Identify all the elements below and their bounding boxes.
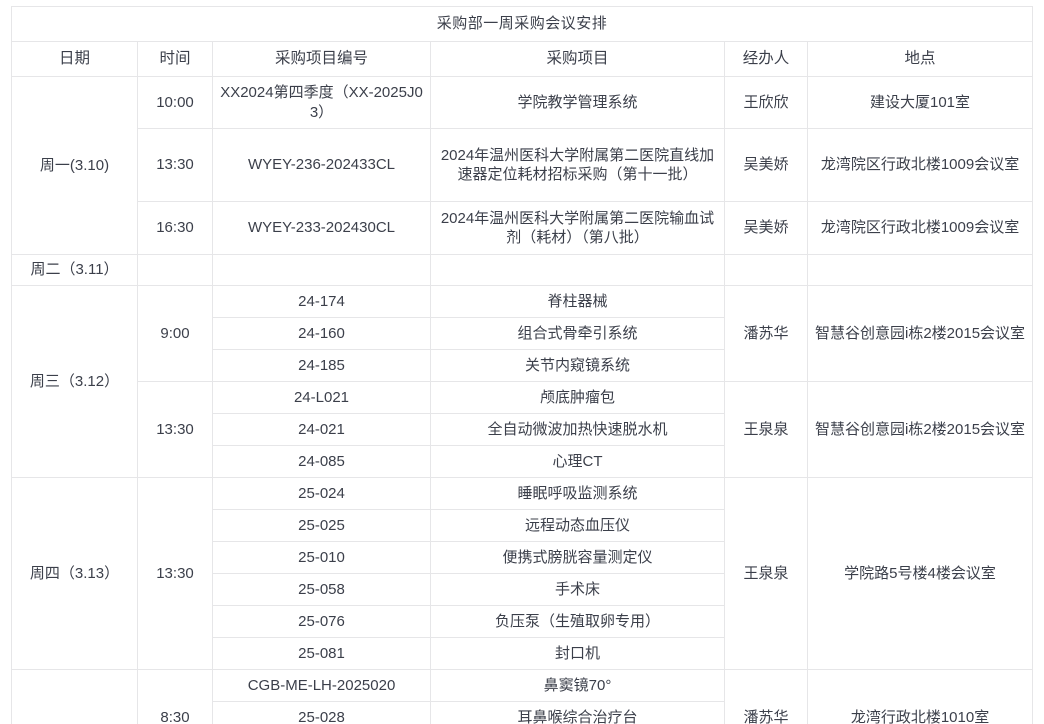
cell-project-code: 25-025 — [212, 509, 431, 542]
cell-location: 建设大厦101室 — [806, 76, 1034, 129]
procurement-schedule-table: 采购部一周采购会议安排 日期 时间 采购项目编号 采购项目 经办人 地点 周一(… — [10, 6, 1034, 724]
cell-project-code — [212, 254, 431, 286]
table-row: 24-160 组合式骨牵引系统 — [12, 317, 1033, 350]
cell-project-code: 24-185 — [212, 349, 431, 382]
cell-location: 智慧谷创意园i栋2楼2015会议室 — [806, 381, 1034, 478]
table-row: 24-085 心理CT — [12, 445, 1033, 478]
cell-project-code: 24-160 — [212, 317, 431, 350]
cell-owner: 王泉泉 — [724, 477, 808, 670]
cell-project-name: 学院教学管理系统 — [430, 76, 725, 129]
cell-date-wednesday: 周三（3.12） — [11, 285, 138, 478]
column-header-time: 时间 — [137, 41, 213, 77]
cell-date-monday: 周一(3.10) — [11, 76, 138, 255]
cell-owner — [724, 254, 808, 286]
cell-time — [137, 254, 213, 286]
table-row: 周二（3.11） — [11, 254, 1034, 286]
cell-project-name: 全自动微波加热快速脱水机 — [430, 413, 725, 446]
table-row: 周三（3.12） 9:00 24-174 脊柱器械 潘苏华 智慧谷创意园i栋2楼… — [11, 285, 1034, 478]
cell-project-name: 颅底肿瘤包 — [430, 381, 725, 414]
cell-location: 学院路5号楼4楼会议室 — [806, 477, 1034, 670]
column-header-project-code: 采购项目编号 — [212, 41, 431, 77]
cell-date-tuesday: 周二（3.11） — [11, 254, 138, 286]
cell-time: 9:00 — [137, 285, 213, 382]
cell-time: 13:30 — [137, 128, 213, 202]
cell-owner: 吴美娇 — [724, 128, 808, 202]
column-header-project-name: 采购项目 — [430, 41, 725, 77]
cell-location: 智慧谷创意园i栋2楼2015会议室 — [806, 285, 1034, 382]
cell-owner: 潘苏华 — [724, 669, 808, 724]
table-row: 13:30 WYEY-236-202433CL 2024年温州医科大学附属第二医… — [12, 128, 1034, 202]
cell-project-name — [430, 254, 725, 286]
cell-project-name: 2024年温州医科大学附属第二医院输血试剂（耗材）（第八批） — [430, 201, 725, 255]
cell-project-name: 关节内窥镜系统 — [430, 349, 725, 382]
cell-project-code: 25-024 — [212, 477, 431, 510]
cell-date-friday: 周五（3.14） — [11, 669, 138, 724]
column-header-location: 地点 — [806, 41, 1034, 77]
cell-owner: 潘苏华 — [724, 285, 808, 382]
cell-date-thursday: 周四（3.13） — [11, 477, 138, 670]
cell-location: 龙湾院区行政北楼1009会议室 — [806, 128, 1034, 202]
page-title: 采购部一周采购会议安排 — [10, 6, 1034, 42]
cell-project-name: 手术床 — [430, 573, 725, 606]
cell-project-name: 封口机 — [430, 637, 725, 670]
table-title-row: 采购部一周采购会议安排 — [10, 6, 1034, 42]
cell-time: 13:30 — [137, 477, 213, 670]
table-row: 24-021 全自动微波加热快速脱水机 — [12, 413, 1033, 446]
cell-time: 10:00 — [137, 76, 213, 129]
table-row: 24-185 关节内窥镜系统 — [12, 349, 1033, 382]
cell-project-name: 远程动态血压仪 — [430, 509, 725, 542]
cell-project-name: 鼻窦镜70° — [430, 669, 725, 702]
cell-project-code: 25-081 — [212, 637, 431, 670]
cell-time: 8:30 — [137, 669, 213, 724]
cell-project-code: 24-085 — [212, 445, 431, 478]
table-header-row: 日期 时间 采购项目编号 采购项目 经办人 地点 — [11, 41, 1034, 77]
cell-project-name: 脊柱器械 — [430, 285, 725, 318]
cell-project-code: 24-L021 — [212, 381, 431, 414]
cell-location: 龙湾行政北楼1010室 — [806, 669, 1034, 724]
table-row: 周五（3.14） 8:30 CGB-ME-LH-2025020 鼻窦镜70° 潘… — [11, 669, 1034, 724]
cell-project-code: 25-028 — [212, 701, 431, 724]
cell-project-name: 负压泵（生殖取卵专用） — [430, 605, 725, 638]
cell-owner: 王欣欣 — [724, 76, 808, 129]
cell-project-code: XX2024第四季度（XX-2025J03） — [212, 76, 431, 129]
cell-time: 16:30 — [137, 201, 213, 255]
cell-project-name: 心理CT — [430, 445, 725, 478]
cell-owner: 吴美娇 — [724, 201, 808, 255]
cell-time: 13:30 — [137, 381, 213, 478]
column-header-owner: 经办人 — [724, 41, 808, 77]
cell-project-code: 24-174 — [212, 285, 431, 318]
cell-project-name: 2024年温州医科大学附属第二医院直线加速器定位耗材招标采购（第十一批） — [430, 128, 725, 202]
cell-project-name: 便携式膀胱容量测定仪 — [430, 541, 725, 574]
cell-project-code: 25-076 — [212, 605, 431, 638]
cell-location — [806, 254, 1034, 286]
table-row: 25-028 耳鼻喉综合治疗台 — [12, 701, 1033, 724]
cell-project-name: 睡眠呼吸监测系统 — [430, 477, 725, 510]
cell-location: 龙湾院区行政北楼1009会议室 — [806, 201, 1034, 255]
cell-project-code: 24-021 — [212, 413, 431, 446]
cell-project-name: 耳鼻喉综合治疗台 — [430, 701, 725, 724]
table-row: 周一(3.10) 10:00 XX2024第四季度（XX-2025J03） 学院… — [11, 76, 1034, 255]
cell-project-code: CGB-ME-LH-2025020 — [212, 669, 431, 702]
cell-owner: 王泉泉 — [724, 381, 808, 478]
column-header-date: 日期 — [11, 41, 138, 77]
cell-project-code: 25-010 — [212, 541, 431, 574]
table-row: 25-010 便携式膀胱容量测定仪 — [12, 541, 1033, 574]
table-row: 13:30 24-L021 颅底肿瘤包 王泉泉 智慧谷创意园i栋2楼2015会议… — [12, 381, 1034, 478]
table-row: 16:30 WYEY-233-202430CL 2024年温州医科大学附属第二医… — [12, 201, 1034, 255]
table-row: 周四（3.13） 13:30 25-024 睡眠呼吸监测系统 王泉泉 学院路5号… — [11, 477, 1034, 670]
table-row: 25-025 远程动态血压仪 — [12, 509, 1033, 542]
cell-project-name: 组合式骨牵引系统 — [430, 317, 725, 350]
cell-project-code: 25-058 — [212, 573, 431, 606]
table-row: 25-058 手术床 — [12, 573, 1033, 606]
table-row: 25-076 负压泵（生殖取卵专用） — [12, 605, 1033, 638]
cell-project-code: WYEY-236-202433CL — [212, 128, 431, 202]
cell-project-code: WYEY-233-202430CL — [212, 201, 431, 255]
